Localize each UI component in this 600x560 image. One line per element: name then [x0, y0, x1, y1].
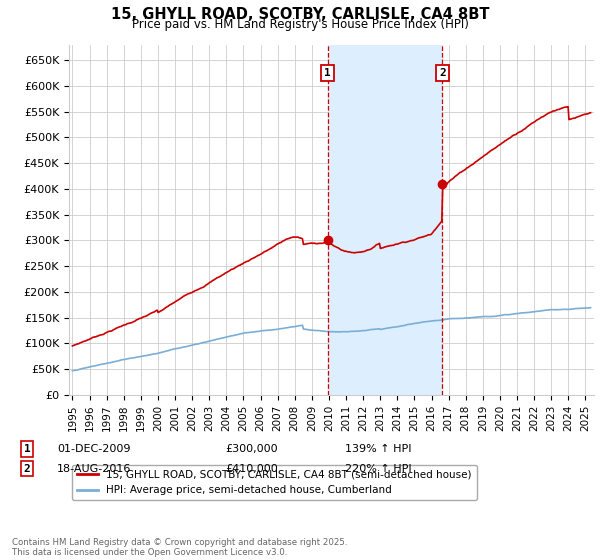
Text: 220% ↑ HPI: 220% ↑ HPI: [345, 464, 412, 474]
Text: 139% ↑ HPI: 139% ↑ HPI: [345, 444, 412, 454]
Text: 18-AUG-2016: 18-AUG-2016: [57, 464, 131, 474]
Text: Price paid vs. HM Land Registry's House Price Index (HPI): Price paid vs. HM Land Registry's House …: [131, 18, 469, 31]
Text: 01-DEC-2009: 01-DEC-2009: [57, 444, 131, 454]
Text: 1: 1: [324, 68, 331, 78]
Text: 1: 1: [23, 444, 31, 454]
Text: £410,000: £410,000: [225, 464, 278, 474]
Bar: [328, 45, 442, 395]
Text: Contains HM Land Registry data © Crown copyright and database right 2025.
This d: Contains HM Land Registry data © Crown c…: [12, 538, 347, 557]
Text: £300,000: £300,000: [225, 444, 278, 454]
Legend: 15, GHYLL ROAD, SCOTBY, CARLISLE, CA4 8BT (semi-detached house), HPI: Average pr: 15, GHYLL ROAD, SCOTBY, CARLISLE, CA4 8B…: [71, 465, 476, 501]
Text: 15, GHYLL ROAD, SCOTBY, CARLISLE, CA4 8BT: 15, GHYLL ROAD, SCOTBY, CARLISLE, CA4 8B…: [111, 7, 489, 22]
Text: 2: 2: [439, 68, 446, 78]
Text: 2: 2: [23, 464, 31, 474]
